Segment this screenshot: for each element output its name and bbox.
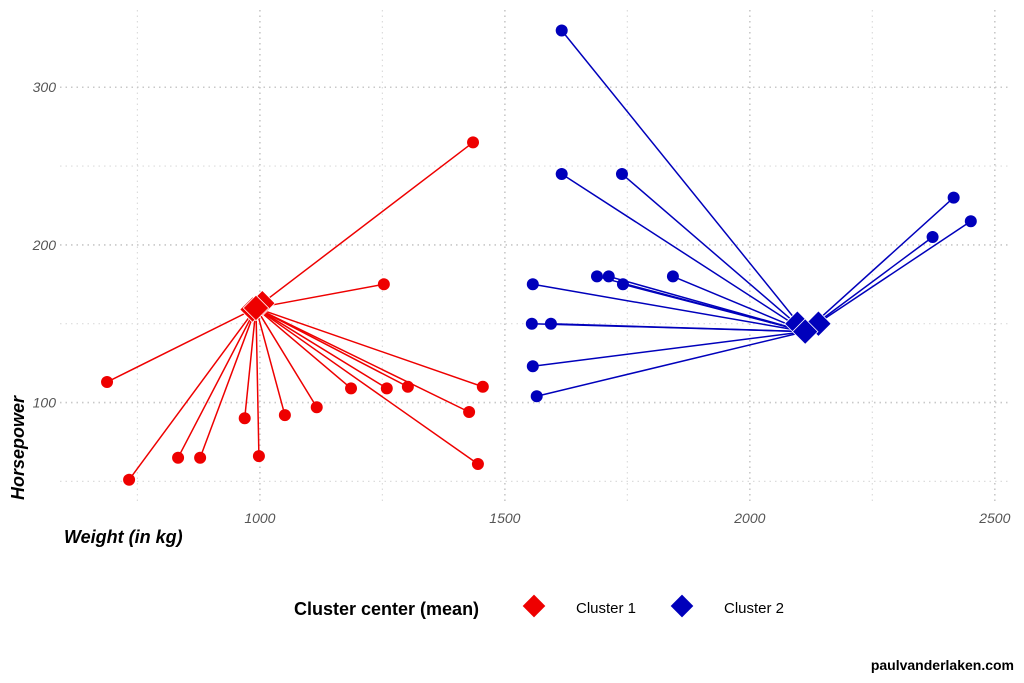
cluster-1-link-line xyxy=(255,307,470,413)
legend: Cluster center (mean) Cluster 1 Cluster … xyxy=(294,594,784,619)
cluster-1-link-line xyxy=(255,141,474,309)
cluster-2-point xyxy=(555,167,568,180)
cluster-1-point xyxy=(471,458,484,471)
x-tick-label: 2500 xyxy=(978,510,1010,526)
y-tick-label: 100 xyxy=(33,395,57,411)
cluster-2-link-line xyxy=(804,236,934,333)
legend-key-cluster-2 xyxy=(670,594,694,618)
cluster-1-link-line xyxy=(199,307,257,458)
cluster-2-group xyxy=(525,24,977,403)
cluster-2-point xyxy=(590,270,603,283)
cluster-1-point xyxy=(238,412,251,425)
cluster-2-point xyxy=(602,270,615,283)
cluster-2-point xyxy=(964,215,977,228)
cluster-1-point xyxy=(172,451,185,464)
cluster-2-link-line xyxy=(550,322,806,333)
cluster-2-point xyxy=(615,167,628,180)
cluster-2-point xyxy=(526,278,539,291)
cluster-1-point xyxy=(101,376,114,389)
cluster-2-point xyxy=(530,390,543,403)
gridlines xyxy=(60,10,1010,505)
cluster-1-point xyxy=(377,278,390,291)
cluster-1-point xyxy=(380,382,393,395)
cluster-1-link-line xyxy=(255,307,260,457)
cluster-2-point xyxy=(526,360,539,373)
cluster-2-link-line xyxy=(622,283,806,333)
cluster-1-link-line xyxy=(255,307,318,408)
cluster-1-point xyxy=(463,405,476,418)
cluster-1-link-line xyxy=(255,307,388,389)
cluster-2-point xyxy=(947,191,960,204)
cluster-2-link-line xyxy=(804,197,955,333)
cluster-1-point xyxy=(476,380,489,393)
cluster-1-center-diamond xyxy=(242,294,270,322)
cluster-1-point xyxy=(401,380,414,393)
y-tick-label: 200 xyxy=(32,237,57,253)
tick-labels: 1000 1500 2000 2500 100 200 300 xyxy=(32,79,1011,526)
legend-label-cluster-2: Cluster 2 xyxy=(724,600,784,617)
cluster-2-link-line xyxy=(561,30,806,333)
cluster-1-link-line xyxy=(255,283,384,309)
cluster-2-link-line xyxy=(804,220,972,333)
cluster-2-link-line xyxy=(561,173,806,333)
cluster-1-link-line xyxy=(106,307,257,383)
x-tick-label: 1000 xyxy=(244,510,275,526)
cluster-1-point xyxy=(123,473,136,486)
cluster-2-center-diamond xyxy=(791,318,819,345)
cluster-2-link-line xyxy=(672,275,806,333)
x-axis-label: Weight (in kg) xyxy=(64,527,183,547)
cluster-1-link-line xyxy=(128,307,257,481)
cluster-2-point xyxy=(666,270,679,283)
data-marks xyxy=(101,24,977,486)
cluster-2-link-line xyxy=(532,283,806,333)
cluster-1-link-line xyxy=(177,307,257,459)
cluster-1-link-line xyxy=(255,307,352,389)
cluster-1-link-line xyxy=(255,307,286,416)
cluster-2-point xyxy=(616,278,629,291)
legend-label-cluster-1: Cluster 1 xyxy=(576,600,636,617)
legend-key-cluster-1 xyxy=(522,594,546,618)
cluster-1-point xyxy=(252,450,265,463)
cluster-2-link-line xyxy=(532,330,806,368)
x-tick-label: 2000 xyxy=(733,510,765,526)
cluster-2-point xyxy=(555,24,568,37)
cluster-1-link-line xyxy=(243,307,257,419)
cluster-1-group xyxy=(101,136,489,486)
cluster-2-point xyxy=(926,231,939,244)
cluster-1-point xyxy=(194,451,207,464)
cluster-1-link-line xyxy=(255,307,484,388)
cluster-2-link-line xyxy=(621,173,806,333)
y-axis-label: Horsepower xyxy=(8,395,28,500)
y-tick-label: 300 xyxy=(33,79,57,95)
cluster-2-point xyxy=(544,317,557,330)
cluster-1-point xyxy=(310,401,323,414)
cluster-1-link-line xyxy=(255,307,479,465)
legend-title: Cluster center (mean) xyxy=(294,599,479,619)
cluster-2-point xyxy=(525,317,538,330)
cluster-1-point xyxy=(467,136,480,149)
cluster-1-point xyxy=(345,382,358,395)
cluster-2-link-line xyxy=(536,330,806,397)
cluster-1-point xyxy=(278,409,291,422)
watermark: paulvanderlaken.com xyxy=(871,657,1014,673)
x-tick-label: 1500 xyxy=(489,510,520,526)
